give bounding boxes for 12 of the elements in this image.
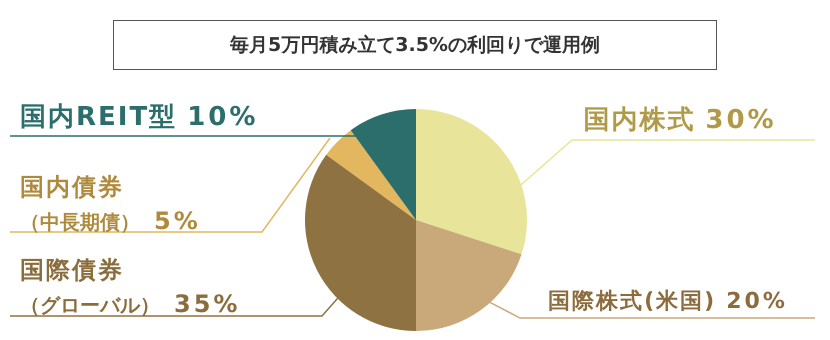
data-label: 35% xyxy=(174,290,240,318)
slice-label: 国内債券（中長期債） xyxy=(20,173,140,234)
data-label: 5% xyxy=(154,207,201,235)
slice-label: 国際株式(米国) xyxy=(548,289,716,314)
chart-title: 毎月5万円積み立て3.5%の利回りで運用例 xyxy=(113,20,717,70)
slice-label: 国内REIT型 xyxy=(20,102,178,132)
data-label: 30% xyxy=(705,105,777,135)
slice-label: 国際債券（グローバル） xyxy=(20,256,160,317)
pie-slice xyxy=(326,130,416,220)
slice-label: 国内株式 xyxy=(583,105,696,135)
data-label: 20% xyxy=(726,289,788,314)
data-label: 10% xyxy=(187,102,258,132)
